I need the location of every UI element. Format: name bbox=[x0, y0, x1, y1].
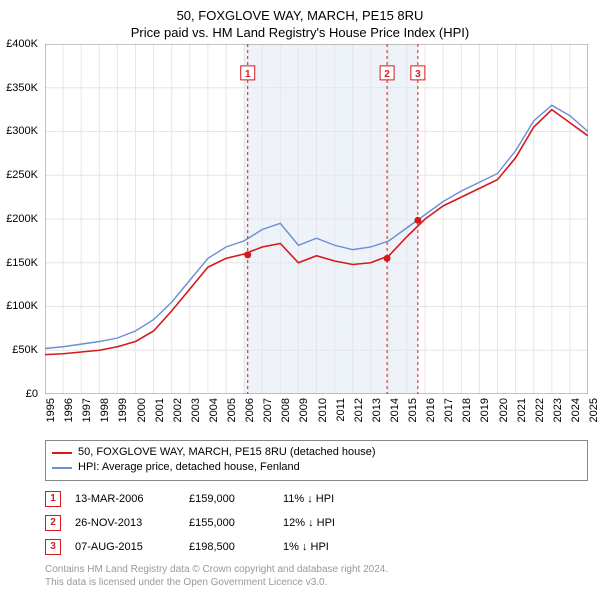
legend-row: 50, FOXGLOVE WAY, MARCH, PE15 8RU (detac… bbox=[52, 445, 581, 460]
x-tick-label: 2006 bbox=[244, 398, 256, 422]
legend-label: 50, FOXGLOVE WAY, MARCH, PE15 8RU (detac… bbox=[78, 445, 376, 460]
svg-text:3: 3 bbox=[415, 69, 421, 80]
sale-price: £155,000 bbox=[189, 517, 269, 529]
x-tick-label: 2022 bbox=[534, 398, 546, 422]
sale-row: 3 07-AUG-2015 £198,500 1% ↓ HPI bbox=[45, 535, 588, 559]
legend-row: HPI: Average price, detached house, Fenl… bbox=[52, 460, 581, 475]
y-tick-label: £400K bbox=[0, 38, 38, 50]
x-tick-label: 2010 bbox=[317, 398, 329, 422]
y-tick-label: £0 bbox=[0, 388, 38, 400]
x-tick-label: 1996 bbox=[63, 398, 75, 422]
x-tick-label: 2000 bbox=[136, 398, 148, 422]
x-tick-label: 2009 bbox=[298, 398, 310, 422]
x-axis: 1995 1996 1997 1998 1999 2000 2001 2002 2003 2004… bbox=[45, 394, 588, 434]
y-tick-label: £250K bbox=[0, 169, 38, 181]
x-tick-label: 2011 bbox=[335, 398, 347, 422]
x-tick-label: 2013 bbox=[371, 398, 383, 422]
y-axis: £0£50K£100K£150K£200K£250K£300K£350K£400… bbox=[0, 44, 40, 394]
chart-area: £0£50K£100K£150K£200K£250K£300K£350K£400… bbox=[45, 44, 588, 394]
legend-swatch bbox=[52, 452, 72, 454]
x-tick-label: 2024 bbox=[570, 398, 582, 422]
sale-marker-box: 2 bbox=[45, 515, 61, 531]
x-tick-label: 2016 bbox=[425, 398, 437, 422]
y-tick-label: £150K bbox=[0, 257, 38, 269]
sale-marker-box: 3 bbox=[45, 539, 61, 555]
footer-line-1: Contains HM Land Registry data © Crown c… bbox=[45, 563, 588, 576]
sale-date: 07-AUG-2015 bbox=[75, 541, 175, 553]
x-tick-label: 2018 bbox=[461, 398, 473, 422]
x-tick-label: 2012 bbox=[353, 398, 365, 422]
sale-price: £198,500 bbox=[189, 541, 269, 553]
footer: Contains HM Land Registry data © Crown c… bbox=[45, 563, 588, 589]
x-tick-label: 2015 bbox=[407, 398, 419, 422]
x-tick-label: 1997 bbox=[81, 398, 93, 422]
sale-row: 2 26-NOV-2013 £155,000 12% ↓ HPI bbox=[45, 511, 588, 535]
x-tick-label: 2017 bbox=[443, 398, 455, 422]
legend: 50, FOXGLOVE WAY, MARCH, PE15 8RU (detac… bbox=[45, 440, 588, 481]
sale-row: 1 13-MAR-2006 £159,000 11% ↓ HPI bbox=[45, 487, 588, 511]
x-tick-label: 2014 bbox=[389, 398, 401, 422]
y-tick-label: £100K bbox=[0, 300, 38, 312]
svg-text:1: 1 bbox=[245, 69, 251, 80]
chart-container: 50, FOXGLOVE WAY, MARCH, PE15 8RU Price … bbox=[0, 0, 600, 590]
sale-delta: 12% ↓ HPI bbox=[283, 517, 373, 529]
x-tick-label: 1995 bbox=[45, 398, 57, 422]
legend-label: HPI: Average price, detached house, Fenl… bbox=[78, 460, 300, 475]
sale-delta: 1% ↓ HPI bbox=[283, 541, 373, 553]
plot: 1 2 3 bbox=[45, 44, 588, 394]
x-tick-label: 2001 bbox=[154, 398, 166, 422]
page-title: 50, FOXGLOVE WAY, MARCH, PE15 8RU bbox=[0, 0, 600, 25]
x-tick-label: 1998 bbox=[99, 398, 111, 422]
sale-marker-box: 1 bbox=[45, 491, 61, 507]
page-subtitle: Price paid vs. HM Land Registry's House … bbox=[0, 25, 600, 44]
y-tick-label: £300K bbox=[0, 125, 38, 137]
x-tick-label: 1999 bbox=[117, 398, 129, 422]
sale-delta: 11% ↓ HPI bbox=[283, 493, 373, 505]
sale-price: £159,000 bbox=[189, 493, 269, 505]
sale-date: 26-NOV-2013 bbox=[75, 517, 175, 529]
x-tick-label: 2020 bbox=[498, 398, 510, 422]
footer-line-2: This data is licensed under the Open Gov… bbox=[45, 576, 588, 589]
x-tick-label: 2003 bbox=[190, 398, 202, 422]
sale-date: 13-MAR-2006 bbox=[75, 493, 175, 505]
sales-table: 1 13-MAR-2006 £159,000 11% ↓ HPI 2 26-NOV-201… bbox=[45, 487, 588, 559]
svg-text:2: 2 bbox=[384, 69, 390, 80]
x-tick-label: 2008 bbox=[280, 398, 292, 422]
x-tick-label: 2002 bbox=[172, 398, 184, 422]
x-tick-label: 2023 bbox=[552, 398, 564, 422]
x-tick-label: 2007 bbox=[262, 398, 274, 422]
y-tick-label: £200K bbox=[0, 213, 38, 225]
x-tick-label: 2021 bbox=[516, 398, 528, 422]
legend-swatch bbox=[52, 467, 72, 469]
plot-svg: 1 2 3 bbox=[45, 44, 588, 394]
y-tick-label: £50K bbox=[0, 344, 38, 356]
x-tick-label: 2019 bbox=[479, 398, 491, 422]
y-tick-label: £350K bbox=[0, 82, 38, 94]
x-tick-label: 2025 bbox=[588, 398, 600, 422]
x-tick-label: 2004 bbox=[208, 398, 220, 422]
x-tick-label: 2005 bbox=[226, 398, 238, 422]
